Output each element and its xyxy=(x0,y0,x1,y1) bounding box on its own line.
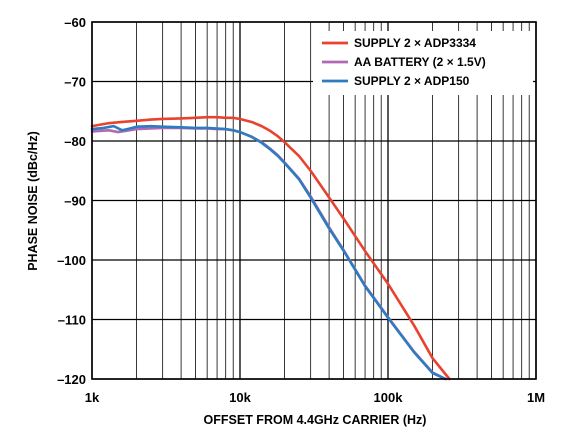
y-tick-label: –110 xyxy=(58,313,86,328)
y-tick-label: –70 xyxy=(64,75,86,90)
legend-label-3: SUPPLY 2 × ADP150 xyxy=(354,74,470,88)
x-tick-labels: 1k 10k 100k 1M xyxy=(85,390,545,405)
y-axis-title: PHASE NOISE (dBc/Hz) xyxy=(26,131,40,271)
x-tick-label: 1M xyxy=(527,390,545,405)
legend-label-1: SUPPLY 2 × ADP3334 xyxy=(354,36,476,50)
series-line-1 xyxy=(90,115,451,381)
plot-border xyxy=(91,21,537,380)
legend-label-2: AA BATTERY (2 × 1.5V) xyxy=(354,55,486,69)
legend-box xyxy=(313,31,533,95)
x-tick-label: 100k xyxy=(374,390,404,405)
x-tick-label: 1k xyxy=(85,390,100,405)
y-tick-label: –100 xyxy=(57,253,86,268)
x-axis-title: OFFSET FROM 4.4GHz CARRIER (Hz) xyxy=(204,413,427,427)
legend: SUPPLY 2 × ADP3334 AA BATTERY (2 × 1.5V) S… xyxy=(313,31,533,95)
y-tick-label: –80 xyxy=(64,134,86,149)
x-tick-label: 10k xyxy=(229,390,251,405)
y-tick-label: –90 xyxy=(64,194,86,209)
y-tick-label: –60 xyxy=(64,15,86,30)
plot-frame xyxy=(91,21,537,380)
y-tick-labels: –60 –70 –80 –90 –100 –110 –120 xyxy=(57,15,86,387)
y-tick-label: –120 xyxy=(57,372,86,387)
series-line-3 xyxy=(90,124,447,381)
series-lines xyxy=(90,115,451,381)
